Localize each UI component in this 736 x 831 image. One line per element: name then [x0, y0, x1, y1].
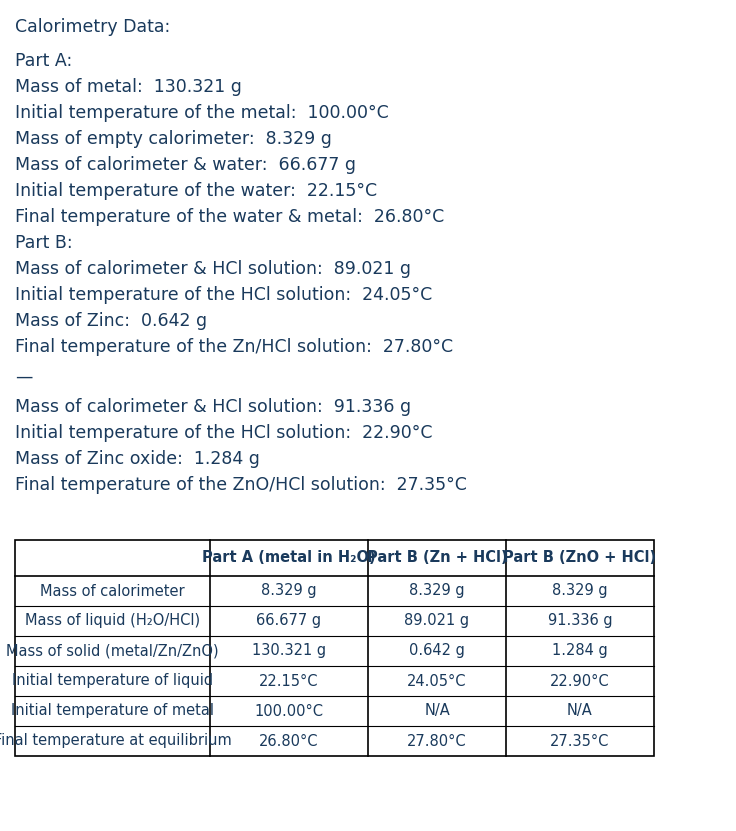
Text: 22.90°C: 22.90°C — [551, 673, 610, 689]
Text: 8.329 g: 8.329 g — [409, 583, 465, 598]
Text: 27.80°C: 27.80°C — [407, 734, 467, 749]
Text: Mass of calorimeter & water:  66.677 g: Mass of calorimeter & water: 66.677 g — [15, 156, 356, 174]
Text: 91.336 g: 91.336 g — [548, 613, 612, 628]
Bar — [15, 540, 654, 756]
Text: Final temperature of the Zn/HCl solution:  27.80°C: Final temperature of the Zn/HCl solution… — [15, 338, 453, 356]
Text: Mass of liquid (H₂O/HCl): Mass of liquid (H₂O/HCl) — [25, 613, 200, 628]
Text: Initial temperature of the HCl solution:  24.05°C: Initial temperature of the HCl solution:… — [15, 286, 432, 304]
Text: Initial temperature of metal: Initial temperature of metal — [11, 704, 214, 719]
Text: Initial temperature of the metal:  100.00°C: Initial temperature of the metal: 100.00… — [15, 104, 389, 122]
Text: Mass of empty calorimeter:  8.329 g: Mass of empty calorimeter: 8.329 g — [15, 130, 332, 148]
Text: 24.05°C: 24.05°C — [407, 673, 467, 689]
Text: Part A:: Part A: — [15, 52, 72, 70]
Text: Mass of metal:  130.321 g: Mass of metal: 130.321 g — [15, 78, 242, 96]
Text: Part B (Zn + HCl): Part B (Zn + HCl) — [367, 550, 507, 566]
Text: 1.284 g: 1.284 g — [552, 643, 608, 658]
Text: Mass of calorimeter & HCl solution:  91.336 g: Mass of calorimeter & HCl solution: 91.3… — [15, 398, 411, 416]
Text: Final temperature of the ZnO/HCl solution:  27.35°C: Final temperature of the ZnO/HCl solutio… — [15, 476, 467, 494]
Text: N/A: N/A — [424, 704, 450, 719]
Text: Mass of solid (metal/Zn/ZnO): Mass of solid (metal/Zn/ZnO) — [6, 643, 219, 658]
Text: Final temperature of the water & metal:  26.80°C: Final temperature of the water & metal: … — [15, 208, 445, 226]
Text: Calorimetry Data:: Calorimetry Data: — [15, 18, 170, 36]
Text: 8.329 g: 8.329 g — [261, 583, 316, 598]
Text: Mass of calorimeter & HCl solution:  89.021 g: Mass of calorimeter & HCl solution: 89.0… — [15, 260, 411, 278]
Text: Mass of Zinc oxide:  1.284 g: Mass of Zinc oxide: 1.284 g — [15, 450, 260, 468]
Text: —: — — [15, 368, 32, 386]
Text: Initial temperature of the water:  22.15°C: Initial temperature of the water: 22.15°… — [15, 182, 377, 200]
Text: 27.35°C: 27.35°C — [551, 734, 609, 749]
Text: 66.677 g: 66.677 g — [256, 613, 322, 628]
Text: 130.321 g: 130.321 g — [252, 643, 326, 658]
Text: Final temperature at equilibrium: Final temperature at equilibrium — [0, 734, 231, 749]
Text: Mass of Zinc:  0.642 g: Mass of Zinc: 0.642 g — [15, 312, 207, 330]
Text: 8.329 g: 8.329 g — [552, 583, 608, 598]
Text: 89.021 g: 89.021 g — [405, 613, 470, 628]
Text: Initial temperature of liquid: Initial temperature of liquid — [12, 673, 213, 689]
Text: 0.642 g: 0.642 g — [409, 643, 465, 658]
Text: Part A (metal in H₂O): Part A (metal in H₂O) — [202, 550, 376, 566]
Text: N/A: N/A — [567, 704, 593, 719]
Text: Mass of calorimeter: Mass of calorimeter — [40, 583, 185, 598]
Text: Part B (ZnO + HCl): Part B (ZnO + HCl) — [503, 550, 657, 566]
Text: 100.00°C: 100.00°C — [255, 704, 324, 719]
Text: 26.80°C: 26.80°C — [259, 734, 319, 749]
Text: 22.15°C: 22.15°C — [259, 673, 319, 689]
Text: Initial temperature of the HCl solution:  22.90°C: Initial temperature of the HCl solution:… — [15, 424, 433, 442]
Text: Part B:: Part B: — [15, 234, 73, 252]
